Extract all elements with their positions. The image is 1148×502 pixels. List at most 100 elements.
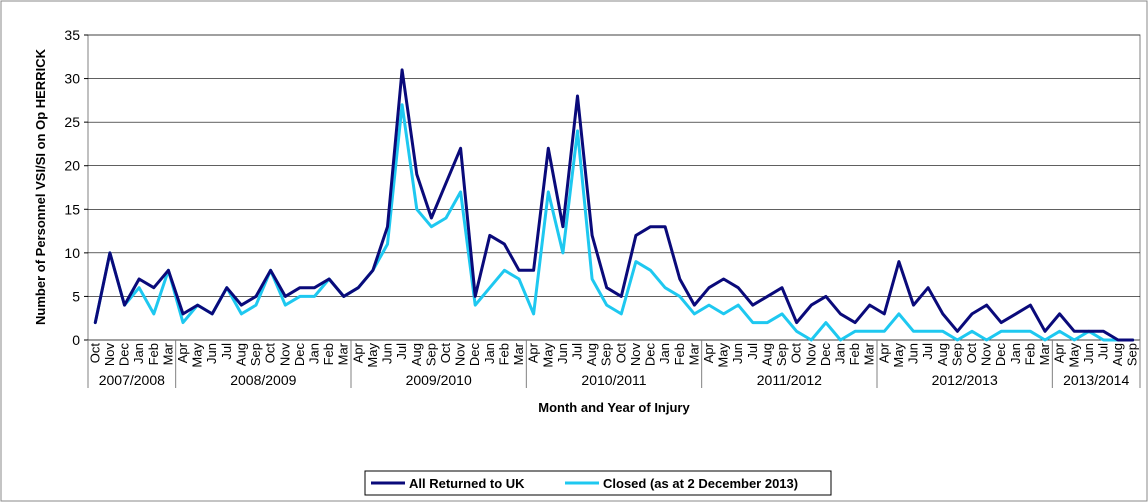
x-tick-label: Jun bbox=[555, 343, 570, 364]
x-tick-label: Nov bbox=[803, 343, 818, 367]
year-group-label: 2008/2009 bbox=[230, 372, 296, 388]
x-tick-label: Mar bbox=[336, 342, 351, 365]
y-tick-label: 15 bbox=[64, 201, 80, 217]
x-tick-label: Mar bbox=[1037, 342, 1052, 365]
x-tick-label: Sep bbox=[1125, 343, 1140, 366]
x-tick-label: Sep bbox=[248, 343, 263, 366]
x-tick-label: May bbox=[190, 343, 205, 368]
x-tick-label: Jul bbox=[219, 343, 234, 360]
x-tick-label: Jan bbox=[832, 343, 847, 364]
year-group-label: 2013/2014 bbox=[1063, 372, 1129, 388]
year-group-label: 2011/2012 bbox=[757, 372, 822, 388]
x-tick-label: Jan bbox=[1008, 343, 1023, 364]
y-axis-title: Number of Personnel VSI/SI on Op HERRICK bbox=[33, 48, 48, 325]
x-tick-label: Jun bbox=[1081, 343, 1096, 364]
series-line-all-returned bbox=[93, 68, 1135, 342]
x-tick-label: Aug bbox=[584, 343, 599, 366]
x-tick-label: May bbox=[540, 343, 555, 368]
x-tick-label: Jan bbox=[131, 343, 146, 364]
y-tick-label: 5 bbox=[72, 288, 80, 304]
x-tick-label: Oct bbox=[964, 343, 979, 364]
x-tick-label: Jun bbox=[204, 343, 219, 364]
x-tick-label: Feb bbox=[321, 343, 336, 365]
y-tick-label: 35 bbox=[64, 27, 80, 43]
y-tick-label: 25 bbox=[64, 114, 80, 130]
x-tick-label: May bbox=[365, 343, 380, 368]
x-tick-label: Feb bbox=[847, 343, 862, 365]
x-tick-label: Sep bbox=[774, 343, 789, 366]
x-tick-label: Aug bbox=[409, 343, 424, 366]
y-tick-label: 20 bbox=[64, 158, 80, 174]
x-tick-label: Nov bbox=[102, 343, 117, 367]
x-tick-label: Jul bbox=[1095, 343, 1110, 360]
x-tick-label: Jun bbox=[906, 343, 921, 364]
x-tick-label: Feb bbox=[1022, 343, 1037, 365]
x-axis-title: Month and Year of Injury bbox=[538, 400, 690, 415]
x-tick-label: Aug bbox=[759, 343, 774, 366]
x-tick-label: Oct bbox=[789, 343, 804, 364]
series-lines bbox=[93, 68, 1135, 342]
x-tick-label: Jun bbox=[380, 343, 395, 364]
x-axis-ticks: Oct Nov Dec Jan Feb Mar Apr May Jun Jul Aug Sep Oct N… bbox=[87, 342, 1139, 367]
x-tick-label: Sep bbox=[423, 343, 438, 366]
x-tick-label: Dec bbox=[117, 343, 132, 367]
x-tick-label: Mar bbox=[862, 342, 877, 365]
x-tick-label: Jan bbox=[657, 343, 672, 364]
x-tick-label: Mar bbox=[511, 342, 526, 365]
x-tick-label: Feb bbox=[496, 343, 511, 365]
x-tick-label: Dec bbox=[643, 343, 658, 367]
x-tick-label: Dec bbox=[467, 343, 482, 367]
x-tick-label: Aug bbox=[935, 343, 950, 366]
x-tick-label: May bbox=[716, 343, 731, 368]
x-tick-label: Nov bbox=[453, 343, 468, 367]
x-tick-label: Feb bbox=[672, 343, 687, 365]
x-tick-label: Sep bbox=[599, 343, 614, 366]
x-tick-label: Apr bbox=[175, 342, 190, 363]
x-tick-label: Nov bbox=[979, 343, 994, 367]
y-tick-label: 10 bbox=[64, 245, 80, 261]
x-tick-label: May bbox=[891, 343, 906, 368]
year-group-label: 2010/2011 bbox=[581, 372, 646, 388]
x-tick-label: Mar bbox=[160, 342, 175, 365]
year-group-label: 2009/2010 bbox=[406, 372, 472, 388]
x-tick-label: Oct bbox=[87, 343, 102, 364]
x-tick-label: Jul bbox=[394, 343, 409, 360]
y-tick-label: 0 bbox=[72, 332, 80, 348]
legend-label-all-returned: All Returned to UK bbox=[409, 476, 525, 491]
x-tick-label: Apr bbox=[701, 342, 716, 363]
legend: All Returned to UK Closed (as at 2 Decem… bbox=[364, 470, 832, 496]
x-tick-label: Jul bbox=[569, 343, 584, 360]
x-tick-label: Oct bbox=[613, 343, 628, 364]
x-tick-label: Aug bbox=[1110, 343, 1125, 366]
x-tick-label: Apr bbox=[350, 342, 365, 363]
x-tick-label: Dec bbox=[292, 343, 307, 367]
year-groups: 2007/2008 2008/2009 2009/2010 2010/2011 2011… bbox=[87, 340, 1141, 388]
x-tick-label: Sep bbox=[949, 343, 964, 366]
x-tick-label: Apr bbox=[1052, 342, 1067, 363]
year-group-label: 2007/2008 bbox=[99, 372, 165, 388]
x-tick-label: Oct bbox=[263, 343, 278, 364]
legend-label-closed: Closed (as at 2 December 2013) bbox=[603, 476, 798, 491]
plot-area bbox=[87, 34, 1141, 341]
x-tick-label: Nov bbox=[628, 343, 643, 367]
x-tick-label: Mar bbox=[686, 342, 701, 365]
y-axis-ticks: 0 5 10 15 20 25 30 35 bbox=[64, 27, 88, 348]
x-tick-label: Jan bbox=[482, 343, 497, 364]
x-tick-label: Feb bbox=[146, 343, 161, 365]
x-tick-label: Dec bbox=[818, 343, 833, 367]
x-tick-label: Nov bbox=[277, 343, 292, 367]
y-tick-label: 30 bbox=[64, 71, 80, 87]
x-tick-label: Apr bbox=[876, 342, 891, 363]
x-tick-label: May bbox=[1066, 343, 1081, 368]
x-tick-label: Jan bbox=[306, 343, 321, 364]
x-tick-label: Dec bbox=[993, 343, 1008, 367]
x-tick-label: Jun bbox=[730, 343, 745, 364]
x-tick-label: Jul bbox=[745, 343, 760, 360]
gridlines bbox=[88, 34, 1140, 341]
x-tick-label: Oct bbox=[438, 343, 453, 364]
x-tick-label: Jul bbox=[920, 343, 935, 360]
x-tick-label: Apr bbox=[526, 342, 541, 363]
x-tick-label: Aug bbox=[233, 343, 248, 366]
